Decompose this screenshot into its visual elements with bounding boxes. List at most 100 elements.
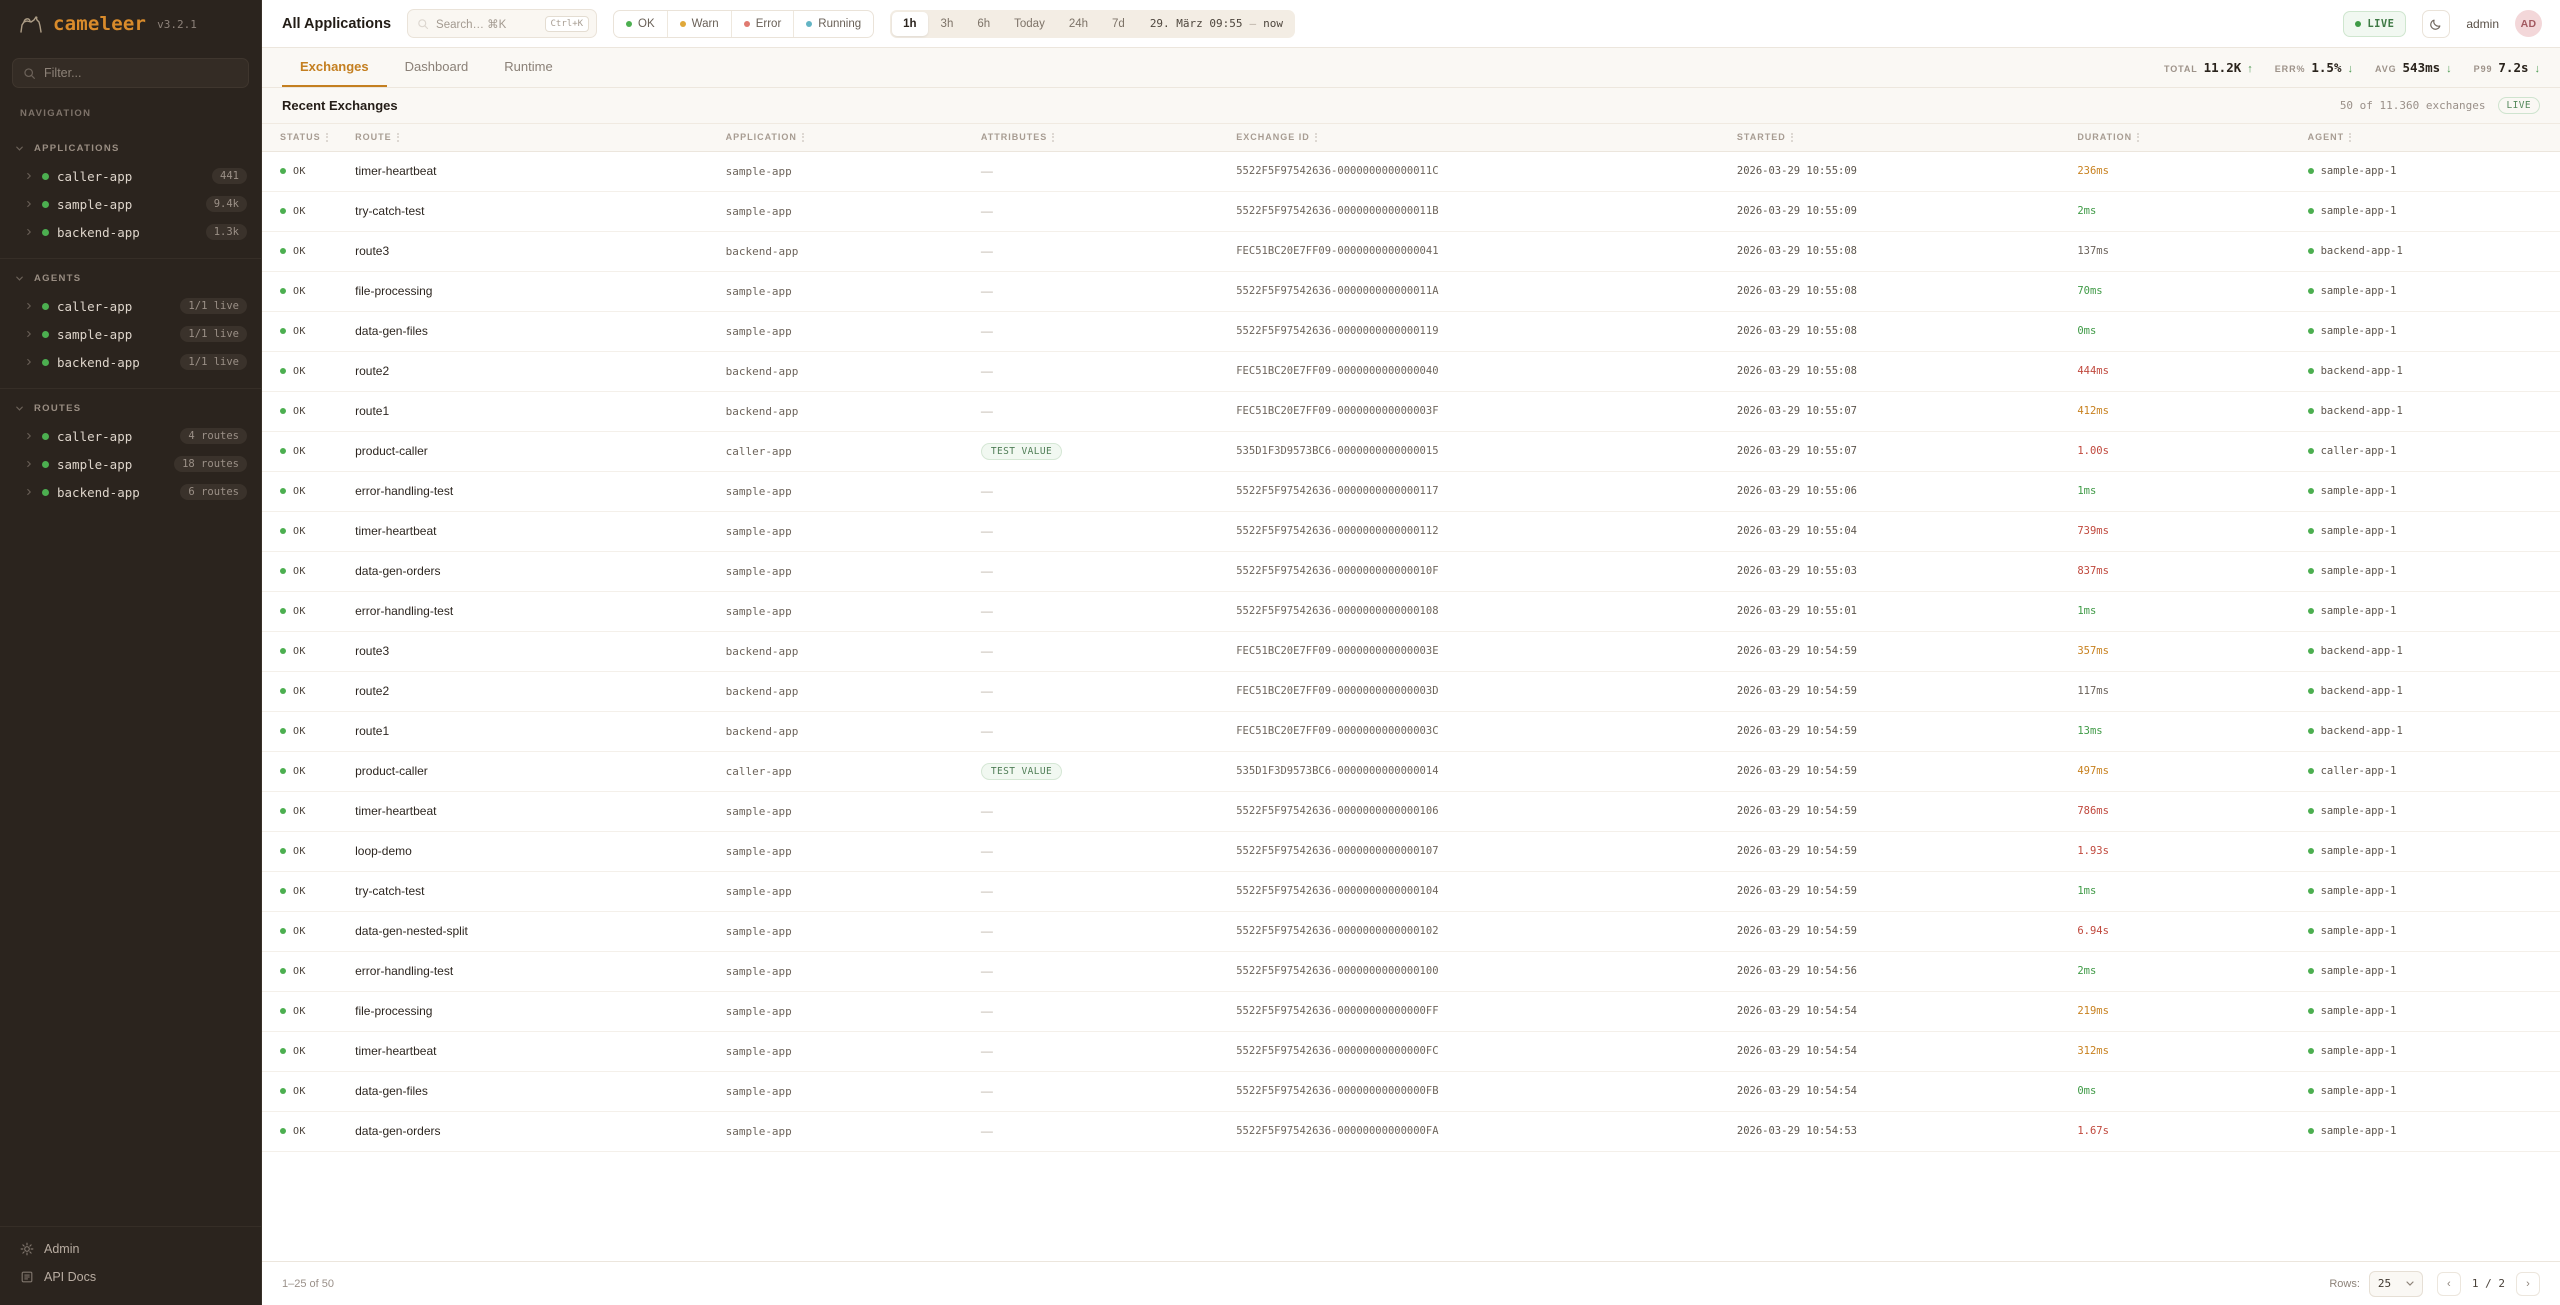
sidebar-item-applications-caller-app[interactable]: caller-app 441 xyxy=(0,162,261,190)
sidebar-item-api-docs[interactable]: API Docs xyxy=(0,1263,261,1291)
column-header-status[interactable]: STATUS xyxy=(262,124,348,152)
tab-runtime[interactable]: Runtime xyxy=(504,59,553,74)
trend-down-icon: ↓ xyxy=(2534,63,2541,75)
time-range-24h[interactable]: 24h xyxy=(1068,17,1089,30)
page-indicator: 1 / 2 xyxy=(2471,1277,2505,1290)
sidebar-item-label: caller-app xyxy=(57,168,133,184)
search-input[interactable]: Search… ⌘K Ctrl+K xyxy=(407,9,598,38)
time-range-3h[interactable]: 3h xyxy=(940,17,954,30)
prev-page-button[interactable]: ‹ xyxy=(2436,1271,2461,1296)
sidebar-item-agents-caller-app[interactable]: caller-app 1/1 live xyxy=(0,292,261,320)
table-row[interactable]: OK route1 backend-app — FEC51BC20E7FF09-0000… xyxy=(262,391,2560,432)
sidebar-section-header-agents[interactable]: AGENTS xyxy=(0,269,261,292)
time-range-6h[interactable]: 6h xyxy=(977,17,991,30)
sidebar-item-badge: 9.4k xyxy=(205,196,247,212)
table-row[interactable]: OK product-caller caller-app TEST VALUE 535D… xyxy=(262,431,2560,472)
theme-toggle-button[interactable] xyxy=(2422,9,2451,38)
status-label: OK xyxy=(293,165,306,177)
sidebar-item-agents-sample-app[interactable]: sample-app 1/1 live xyxy=(0,320,261,348)
sidebar-item-agents-backend-app[interactable]: backend-app 1/1 live xyxy=(0,348,261,376)
duration-value: 357ms xyxy=(2077,645,2109,657)
column-header-agent[interactable]: AGENT xyxy=(2299,124,2560,152)
cell-agent: sample-app-1 xyxy=(2299,471,2560,512)
status-filter-warn[interactable]: Warn xyxy=(668,10,732,37)
tab-dashboard[interactable]: Dashboard xyxy=(404,59,469,74)
cell-route: try-catch-test xyxy=(347,871,718,912)
status-filter-error[interactable]: Error xyxy=(732,10,795,37)
column-header-attributes[interactable]: ATTRIBUTES xyxy=(972,124,1229,152)
status-dot-icon xyxy=(280,928,286,934)
table-row[interactable]: OK data-gen-orders sample-app — 5522F5F97542… xyxy=(262,1111,2560,1152)
table-row[interactable]: OK route1 backend-app — FEC51BC20E7FF09-0000… xyxy=(262,711,2560,752)
table-row[interactable]: OK file-processing sample-app — 5522F5F97542… xyxy=(262,271,2560,312)
sidebar-section-header-applications[interactable]: APPLICATIONS xyxy=(0,139,261,162)
table-row[interactable]: OK timer-heartbeat sample-app — 5522F5F97542… xyxy=(262,511,2560,552)
table-row[interactable]: OK file-processing sample-app — 5522F5F97542… xyxy=(262,991,2560,1032)
tab-exchanges[interactable]: Exchanges xyxy=(282,48,387,87)
table-row[interactable]: OK route3 backend-app — FEC51BC20E7FF09-0000… xyxy=(262,231,2560,272)
sidebar-filter-input[interactable]: Filter... xyxy=(12,58,249,88)
column-header-route[interactable]: ROUTE xyxy=(347,124,718,152)
time-range-1h[interactable]: 1h xyxy=(892,11,928,36)
duration-value: 1ms xyxy=(2077,485,2097,497)
table-row[interactable]: OK try-catch-test sample-app — 5522F5F975426… xyxy=(262,191,2560,232)
table-row[interactable]: OK timer-heartbeat sample-app — 5522F5F97542… xyxy=(262,151,2560,192)
table-row[interactable]: OK error-handling-test sample-app — 5522F5F9… xyxy=(262,471,2560,512)
duration-value: 444ms xyxy=(2077,365,2109,377)
table-row[interactable]: OK data-gen-files sample-app — 5522F5F975426… xyxy=(262,1071,2560,1112)
status-filter-running[interactable]: Running xyxy=(794,11,873,37)
sidebar-item-api-docs-label: API Docs xyxy=(44,1270,97,1284)
table-row[interactable]: OK error-handling-test sample-app — 5522F5F9… xyxy=(262,951,2560,992)
rows-per-page-select[interactable]: 25 xyxy=(2368,1270,2423,1297)
agent-status-dot-icon xyxy=(2307,848,2314,854)
chevron-right-icon xyxy=(27,330,32,338)
route-name: loop-demo xyxy=(355,844,412,858)
table-row[interactable]: OK data-gen-files sample-app — 5522F5F975426… xyxy=(262,311,2560,352)
status-filter-ok[interactable]: OK xyxy=(614,10,668,37)
table-row[interactable]: OK error-handling-test sample-app — 5522F5F9… xyxy=(262,591,2560,632)
exchange-id: 5522F5F97542636-0000000000000107 xyxy=(1236,845,1439,857)
table-row[interactable]: OK data-gen-nested-split sample-app — 5522F5… xyxy=(262,911,2560,952)
status-dot-icon xyxy=(280,808,286,814)
table-row[interactable]: OK route2 backend-app — FEC51BC20E7FF09-0000… xyxy=(262,671,2560,712)
started-timestamp: 2026-03-29 10:55:04 xyxy=(1736,525,1857,537)
time-range-today[interactable]: Today xyxy=(1014,17,1045,30)
cell-agent: backend-app-1 xyxy=(2299,351,2560,392)
brand[interactable]: cameleer v3.2.1 xyxy=(0,0,261,48)
agent-name: sample-app-1 xyxy=(2320,965,2397,977)
agent-name: sample-app-1 xyxy=(2320,205,2397,217)
sidebar-item-label: sample-app xyxy=(57,456,133,472)
column-header-duration[interactable]: DURATION xyxy=(2069,124,2300,152)
sidebar-item-routes-caller-app[interactable]: caller-app 4 routes xyxy=(0,422,261,450)
sidebar-item-admin[interactable]: Admin xyxy=(0,1235,261,1263)
sort-handle-icon xyxy=(325,132,328,142)
sidebar-section-header-routes[interactable]: ROUTES xyxy=(0,399,261,422)
cell-status: OK xyxy=(262,151,348,192)
table-row[interactable]: OK route2 backend-app — FEC51BC20E7FF09-0000… xyxy=(262,351,2560,392)
table-row[interactable]: OK product-caller caller-app TEST VALUE 535D… xyxy=(262,751,2560,792)
agent-status-dot-icon xyxy=(2307,1088,2314,1094)
column-header-application[interactable]: APPLICATION xyxy=(717,124,973,152)
sidebar-item-routes-backend-app[interactable]: backend-app 6 routes xyxy=(0,478,261,506)
table-row[interactable]: OK route3 backend-app — FEC51BC20E7FF09-0000… xyxy=(262,631,2560,672)
avatar[interactable]: AD xyxy=(2515,10,2542,37)
next-page-button[interactable]: › xyxy=(2516,1271,2540,1296)
table-row[interactable]: OK try-catch-test sample-app — 5522F5F975426… xyxy=(262,871,2560,912)
sidebar-item-applications-backend-app[interactable]: backend-app 1.3k xyxy=(0,218,261,246)
sidebar-item-applications-sample-app[interactable]: sample-app 9.4k xyxy=(0,190,261,218)
cell-status: OK xyxy=(262,311,348,352)
table-row[interactable]: OK loop-demo sample-app — 5522F5F97542636-00… xyxy=(262,831,2560,872)
cell-exchange-id: 5522F5F97542636-0000000000000107 xyxy=(1228,831,1729,872)
sidebar-item-routes-sample-app[interactable]: sample-app 18 routes xyxy=(0,450,261,478)
column-header-started[interactable]: STARTED xyxy=(1728,124,2070,152)
table-row[interactable]: OK timer-heartbeat sample-app — 5522F5F97542… xyxy=(262,1031,2560,1072)
application-name: sample-app xyxy=(725,284,792,298)
column-header-exchange-id[interactable]: EXCHANGE ID xyxy=(1228,124,1729,152)
cell-route: error-handling-test xyxy=(347,951,718,992)
table-row[interactable]: OK data-gen-orders sample-app — 5522F5F97542… xyxy=(262,551,2560,592)
time-range-7d[interactable]: 7d xyxy=(1112,17,1125,30)
status-label: OK xyxy=(293,525,306,537)
live-toggle[interactable]: LIVE xyxy=(2343,10,2407,37)
table-row[interactable]: OK timer-heartbeat sample-app — 5522F5F97542… xyxy=(262,791,2560,832)
time-range-absolute[interactable]: 29. März 09:55 — now xyxy=(1138,17,1293,30)
